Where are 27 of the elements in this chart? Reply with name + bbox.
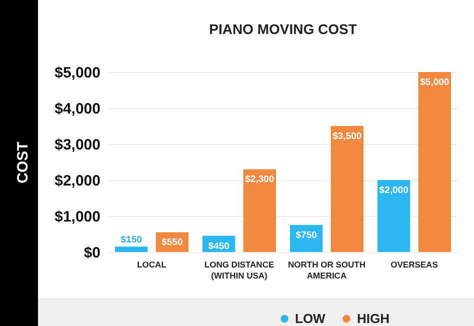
y-tick-label: $2,000 [54, 172, 100, 190]
bar [378, 180, 410, 252]
y-tick-label: $0 [84, 244, 100, 262]
bar [330, 126, 364, 252]
y-tick-label: $3,000 [54, 136, 100, 154]
y-tick-label: $5,000 [54, 64, 100, 82]
chart-title: PIANO MOVING COST [209, 21, 358, 37]
bar [243, 169, 276, 252]
data-label: $5,000 [420, 77, 450, 88]
bar [115, 246, 148, 252]
x-tick-label: LOCAL [137, 260, 166, 270]
legend-label: LOW [295, 310, 326, 326]
data-label: $450 [208, 240, 230, 252]
x-tick-label: OVERSEAS [390, 260, 438, 270]
data-label: $2,000 [379, 185, 408, 196]
x-tick-label: LONG DISTANCE (WITHIN USA) [204, 260, 274, 280]
y-tick-label: $1,000 [54, 208, 100, 226]
bar [418, 72, 451, 252]
x-tick-label: NORTH OR SOUTH AMERICA [288, 260, 366, 280]
data-label: $2,300 [245, 174, 274, 186]
legend-label: HIGH [357, 310, 390, 326]
data-label: $750 [296, 230, 317, 241]
y-axis-title: COST [14, 142, 32, 184]
y-tick-label: $4,000 [54, 100, 100, 118]
data-label: $550 [162, 237, 183, 248]
data-label: $150 [120, 234, 142, 246]
data-label: $3,500 [332, 131, 362, 142]
